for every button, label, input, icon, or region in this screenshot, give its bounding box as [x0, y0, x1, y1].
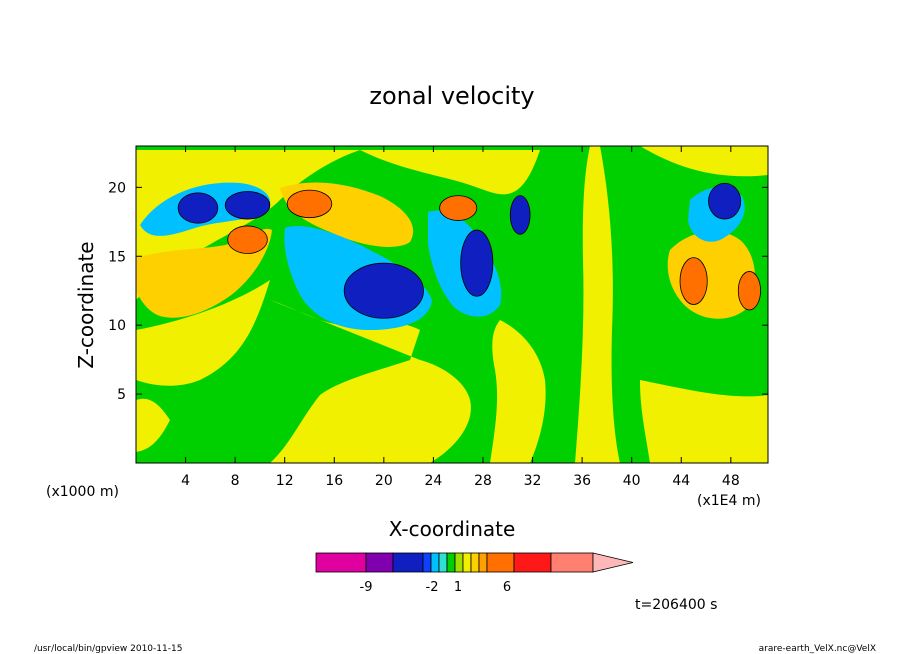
- y-tick-label-10: 10: [108, 318, 126, 334]
- contour-yellow-mid: [270, 300, 471, 463]
- contour-core-7: [286, 189, 333, 219]
- colorbar-label-3: 1: [454, 580, 462, 595]
- colorbar-swatch-4: [422, 552, 432, 573]
- colorbar-swatch-6: [438, 552, 448, 573]
- timestamp: t=206400 s: [635, 597, 717, 613]
- x-tick-label-8: 8: [231, 473, 240, 489]
- x-tick-label-32: 32: [524, 473, 542, 489]
- footer-left: /usr/local/bin/gpview 2010-11-15: [34, 644, 182, 654]
- colorbar-swatch-10: [470, 552, 480, 573]
- y-tick-label-15: 15: [108, 249, 126, 265]
- contour-core-4: [460, 229, 494, 297]
- colorbar-swatch-9: [462, 552, 472, 573]
- colorbar-swatch-11: [478, 552, 488, 573]
- colorbar-swatch-7: [446, 552, 456, 573]
- contour-core-2: [224, 191, 271, 220]
- contour-yellow-center-low: [490, 320, 546, 463]
- plot-area: [136, 146, 768, 463]
- colorbar-label-4: 6: [503, 580, 511, 595]
- colorbar-swatch-13: [513, 552, 552, 573]
- x-tick-label-44: 44: [672, 473, 690, 489]
- colorbar-swatch-1: [315, 552, 367, 573]
- plot-frame: [135, 145, 769, 464]
- contour-yellow-upper-left: [136, 150, 360, 300]
- x-tick-label-40: 40: [623, 473, 641, 489]
- contour-yellow-band-left: [136, 280, 270, 386]
- x-axis: 4 8 12 16 20 24 28 32 36 40 44 48: [181, 146, 740, 489]
- x-tick-label-20: 20: [375, 473, 393, 489]
- colorbar-label-1: -9: [360, 580, 373, 595]
- x-tick-label-28: 28: [474, 473, 492, 489]
- contour-core-11: [737, 271, 761, 311]
- contour-yellow-bottom-left: [136, 398, 170, 452]
- x-tick-label-36: 36: [573, 473, 591, 489]
- colorbar: [315, 552, 634, 573]
- x-axis-label: X-coordinate: [389, 517, 516, 541]
- contour-yellow-center-top: [360, 150, 540, 195]
- contour-core-10: [679, 257, 708, 305]
- colorbar-labels: -9 -2 1 6: [360, 580, 512, 595]
- contour-yellow-right-bottom: [640, 380, 768, 463]
- colorbar-swatch-8: [454, 552, 464, 573]
- colorbar-swatch-3: [392, 552, 424, 573]
- y-axis: 5 10 15 20: [108, 180, 768, 403]
- x-unit-right: (x1E4 m): [697, 493, 761, 509]
- y-tick-label-20: 20: [108, 180, 126, 196]
- colorbar-extend-arrow: [592, 552, 634, 573]
- contour-core-3: [343, 262, 424, 319]
- footer-right: arare-earth_VelX.nc@VelX: [759, 644, 876, 654]
- colorbar-swatch-12: [486, 552, 515, 573]
- x-tick-label-4: 4: [181, 473, 190, 489]
- chart-title: zonal velocity: [369, 82, 534, 110]
- contour-cores: [177, 182, 761, 319]
- y-axis-label: Z-coordinate: [74, 241, 98, 368]
- x-tick-label-48: 48: [722, 473, 740, 489]
- contour-core-5: [509, 195, 531, 235]
- colorbar-label-2: -2: [426, 580, 439, 595]
- contour-core-8: [227, 225, 268, 254]
- x-tick-label-16: 16: [325, 473, 343, 489]
- contour-core-1: [177, 192, 219, 224]
- x-tick-label-24: 24: [424, 473, 442, 489]
- contour-yellow-right-top: [640, 146, 768, 177]
- y-tick-label-5: 5: [117, 387, 126, 403]
- colorbar-swatch-5: [430, 552, 440, 573]
- contour-yellow-right-column: [575, 146, 620, 463]
- x-tick-label-12: 12: [276, 473, 294, 489]
- x-unit-left: (x1000 m): [46, 484, 119, 500]
- contour-core-6: [708, 182, 742, 220]
- colorbar-swatch-2: [365, 552, 394, 573]
- colorbar-swatch-14: [550, 552, 594, 573]
- contour-core-9: [439, 195, 478, 221]
